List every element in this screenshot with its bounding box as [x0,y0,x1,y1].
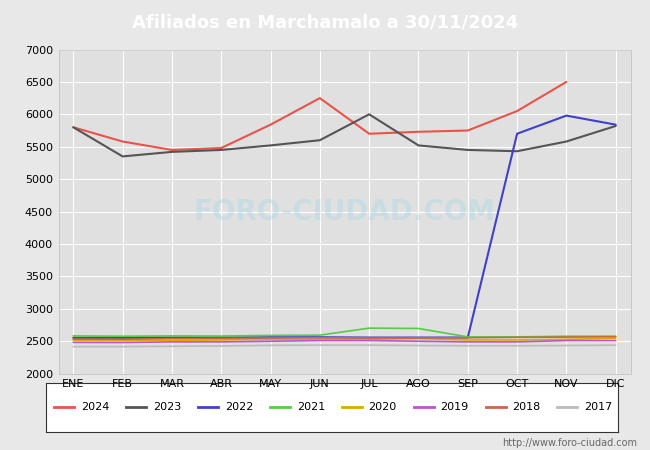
Text: 2020: 2020 [369,402,397,412]
Text: 2019: 2019 [441,402,469,412]
Text: 2017: 2017 [584,402,612,412]
Text: FORO-CIUDAD.COM: FORO-CIUDAD.COM [194,198,495,225]
Text: 2022: 2022 [225,402,253,412]
Text: 2024: 2024 [81,402,109,412]
Text: Afiliados en Marchamalo a 30/11/2024: Afiliados en Marchamalo a 30/11/2024 [132,14,518,32]
Text: 2021: 2021 [296,402,325,412]
Text: 2018: 2018 [512,402,541,412]
Text: http://www.foro-ciudad.com: http://www.foro-ciudad.com [502,438,637,448]
Text: 2023: 2023 [153,402,181,412]
